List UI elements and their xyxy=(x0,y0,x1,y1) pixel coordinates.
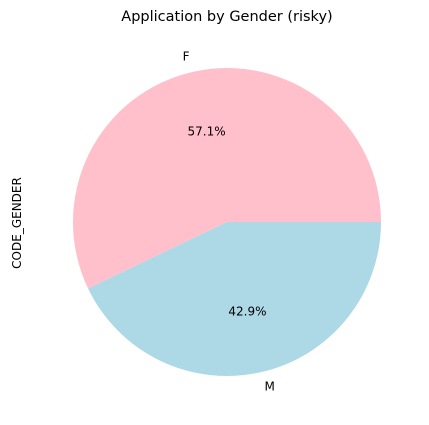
pie-slice-f xyxy=(72,67,382,289)
slice-percent-f: 57.1% xyxy=(187,124,225,138)
slice-percent-m: 42.9% xyxy=(228,305,266,319)
slice-label-f: F xyxy=(183,49,190,63)
pie-labels: F 57.1% M 42.9% xyxy=(183,49,275,393)
y-axis-label: CODE_GENDER xyxy=(10,177,24,269)
chart-title: Application by Gender (risky) xyxy=(121,9,332,25)
pie-slices xyxy=(72,67,382,376)
pie-slice-m xyxy=(88,222,381,376)
slice-label-m: M xyxy=(264,380,274,394)
